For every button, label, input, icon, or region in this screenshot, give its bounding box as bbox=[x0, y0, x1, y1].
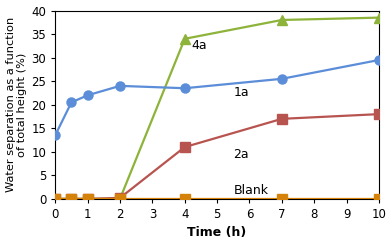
Text: 2a: 2a bbox=[233, 148, 249, 161]
X-axis label: Time (h): Time (h) bbox=[187, 226, 247, 239]
Text: Blank: Blank bbox=[233, 184, 268, 197]
Y-axis label: Water separation as a function
of total height (%): Water separation as a function of total … bbox=[5, 17, 27, 192]
Text: 4a: 4a bbox=[191, 39, 207, 52]
Text: 1a: 1a bbox=[233, 86, 249, 99]
